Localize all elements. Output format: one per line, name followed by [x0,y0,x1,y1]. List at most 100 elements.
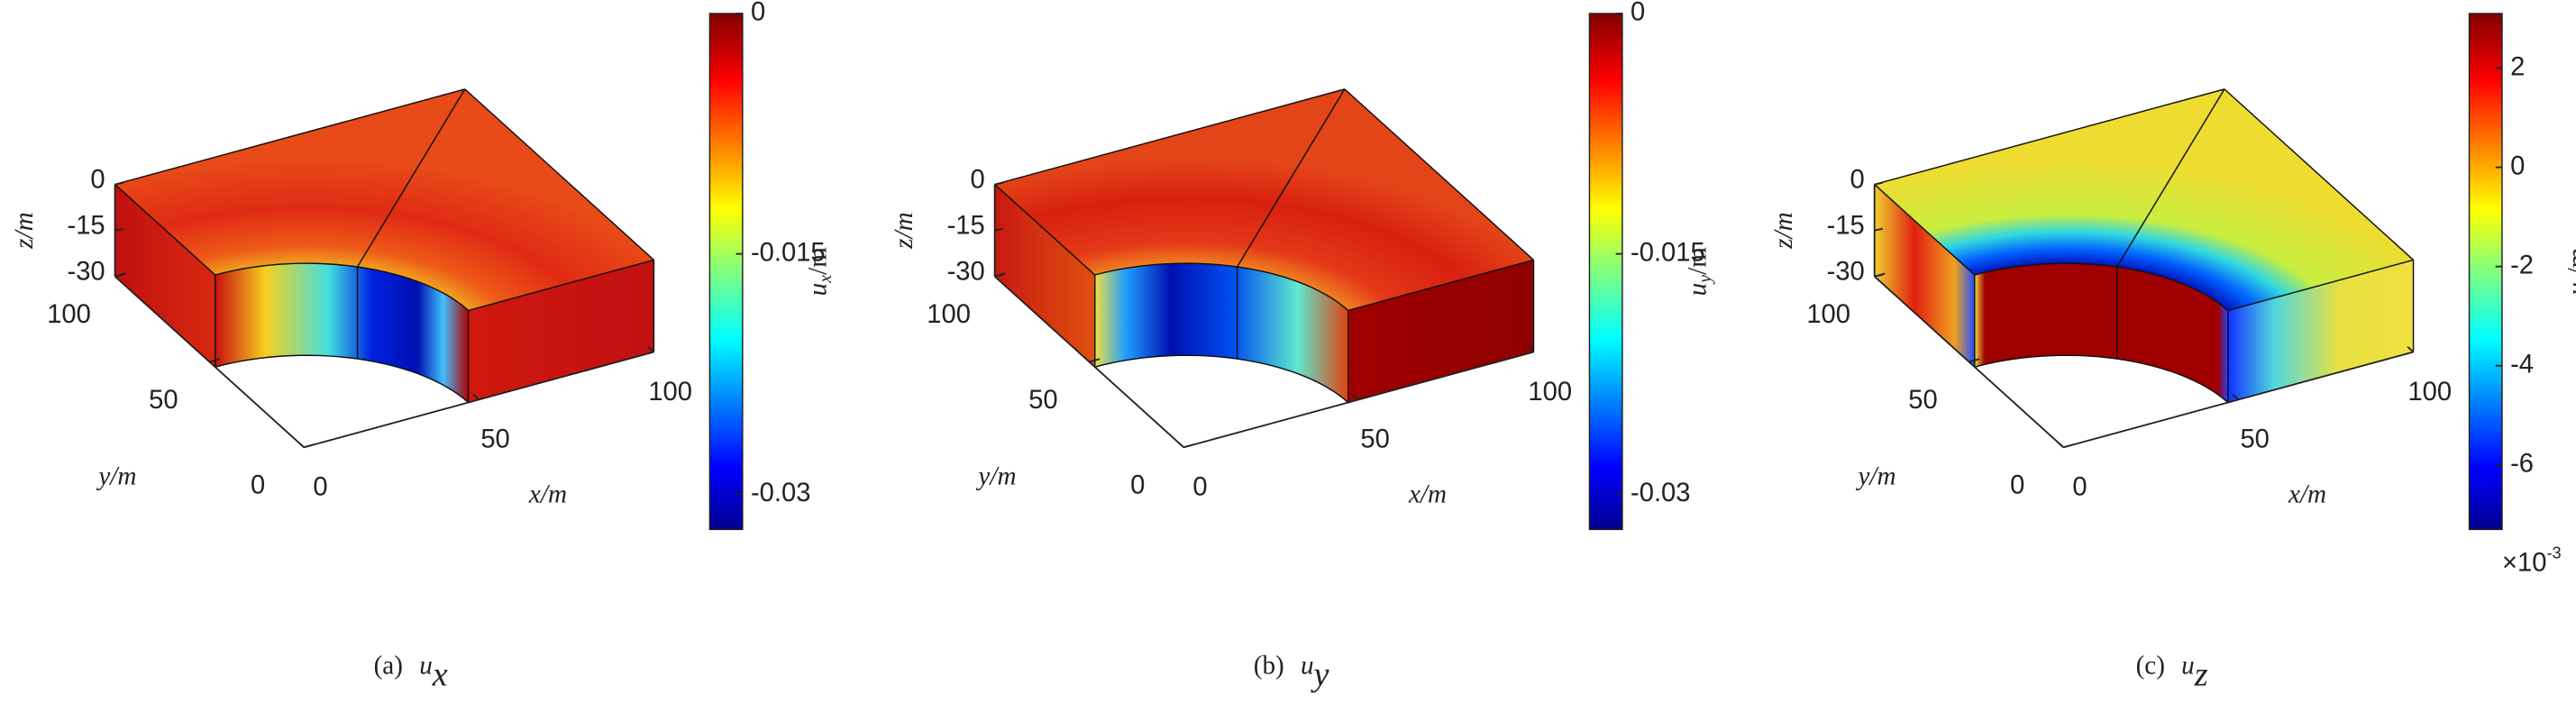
y-tick-label: 100 [1806,300,1850,329]
y-tick [1969,358,1980,363]
y-tick-label: 100 [47,300,91,329]
x-tick [297,441,305,448]
z-tick [994,227,1003,232]
z-tick [994,273,1003,278]
colorbar-label-unit: /m [1683,247,1712,275]
caption-subscript: y [1311,655,1329,693]
caption: (c) uz [2136,651,2208,693]
caption-symbol: u [419,651,433,680]
arc-edge [1974,354,2229,404]
edge [464,88,654,261]
edge [1874,88,2225,186]
colorbar-label: ux/m [803,247,835,297]
front-face [2227,260,2414,403]
colorbar-tick-label: -0.015 [1631,238,1705,267]
x-axis-label: x/m [1408,480,1447,509]
panel: 0 50 100 0 50 100 -30 -15 0 x/m y/m z/m -0.03 -0.015 0… [10,0,836,693]
left-face [114,184,215,368]
z-tick-label: 0 [90,166,105,195]
y-tick-label: 0 [2010,471,2024,500]
caption-label: (a) [374,651,403,680]
z-tick-label: -30 [947,258,985,287]
edge [114,184,216,276]
arc-edge [1974,262,2229,312]
x-tick [2407,346,2415,353]
z-axis-label: z/m [10,212,39,250]
x-tick-label: 100 [648,378,692,407]
z-axis-label: z/m [890,212,918,250]
z-tick-label: -30 [68,258,105,287]
edge [1874,184,1976,276]
colorbar-label: uy/m [1683,247,1714,297]
edge [1236,88,1346,268]
x-tick [1352,393,1359,401]
x-tick [647,346,655,353]
top-face [994,88,1534,311]
x-tick-label: 50 [1360,425,1389,454]
colorbar-label-symbol: u [803,283,832,297]
x-tick [1177,441,1184,448]
left-face [1874,184,1975,368]
edge [2224,88,2415,261]
edge [2227,259,2414,312]
z-tick-label: -15 [1827,212,1865,241]
arc-edge [1094,262,1349,312]
arc-edge [1094,354,1349,404]
y-tick-label: 50 [149,386,178,415]
colorbar-tick-label: -0.03 [751,479,810,507]
left-face [994,184,1095,368]
colorbar [1588,13,1623,531]
colorbar-label-symbol: u [2562,282,2576,296]
z-axis-label: z/m [1769,212,1798,250]
colorbar-label-unit: /m [803,247,832,275]
caption-symbol: u [1301,651,1314,680]
cylinder-face [215,263,469,403]
panel: 050100050100-30-150x/my/mz/m-6-4-202uz/m… [1769,13,2576,693]
edge [2116,88,2225,268]
colorbar-tick-label: 0 [1631,0,1645,27]
colorbar-label: uz/m [2562,247,2576,295]
x-tick [2232,393,2240,401]
z-tick [1874,181,1883,186]
y-tick [2063,443,2075,449]
y-axis-label: y/m [1855,462,1895,491]
front-face [1347,260,1534,403]
colorbar-tick-label: 2 [2510,52,2525,81]
x-tick [2057,441,2064,448]
colorbar-tick-label: -4 [2510,350,2534,379]
y-tick-label: 50 [1028,386,1057,415]
colorbar-label-subscript: y [1694,275,1714,285]
x-axis-label: x/m [528,480,567,509]
z-tick [114,181,123,186]
x-tick [1527,346,1535,353]
colorbar [2468,13,2503,531]
y-tick-label: 0 [251,471,265,500]
caption-symbol: u [2181,651,2195,680]
caption-subscript: x [432,655,448,693]
x-tick-label: 50 [480,425,509,454]
edge [994,88,1346,186]
z-tick-label: -30 [1827,258,1865,287]
colorbar-tick-label: -6 [2510,450,2534,479]
x-tick-label: 0 [313,472,327,501]
x-tick-label: 0 [1192,472,1207,501]
z-tick [994,181,1003,186]
z-tick [1874,227,1883,232]
y-tick [1089,358,1101,363]
front-face [468,260,654,403]
caption-subscript: z [2194,655,2208,693]
x-axis-label: x/m [2288,480,2326,509]
caption: (b) uy [1254,651,1329,693]
cylinder-face [1094,263,1348,403]
edge [1347,259,1534,312]
x-tick-label: 100 [1528,378,1572,407]
caption-label: (c) [2136,651,2165,680]
colorbar-label-symbol: u [1683,283,1712,297]
colorbar-tick-label: -2 [2510,251,2534,279]
colorbar-tick-label: -0.03 [1631,479,1690,507]
edge [994,184,1096,276]
arc-edge [215,262,470,312]
cylinder-face [1974,263,2228,403]
z-tick [114,273,123,278]
